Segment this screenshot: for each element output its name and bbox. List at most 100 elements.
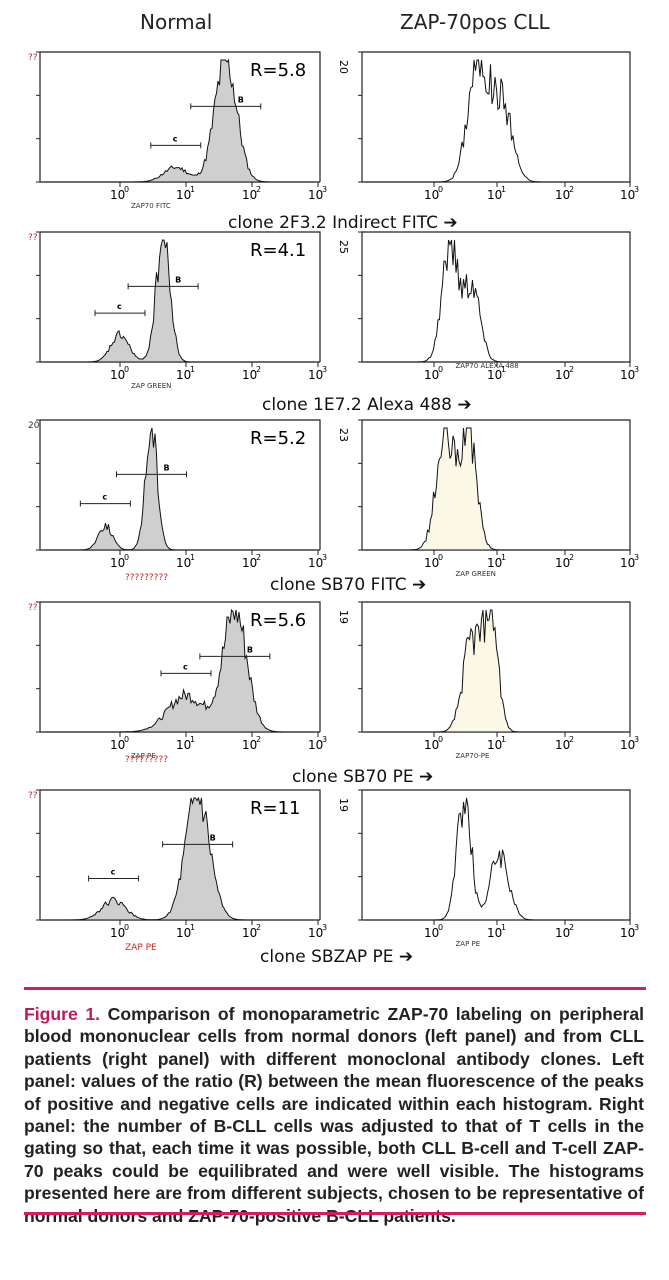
left-x-tick-exp: 2: [256, 365, 261, 374]
right-x-tick-label: 10: [487, 926, 502, 940]
left-x-tick-label: 10: [110, 368, 125, 382]
left-x-tick-label: 10: [176, 738, 191, 752]
clone-label: clone SBZAP PE ➔: [260, 947, 413, 967]
left-x-tick-label: 10: [308, 368, 323, 382]
column-header-normal: Normal: [140, 10, 213, 34]
left-x-tick-exp: 1: [190, 553, 195, 562]
right-x-tick-exp: 1: [501, 735, 506, 744]
right-x-tick-exp: 0: [438, 735, 443, 744]
left-x-tick-exp: 3: [322, 553, 327, 562]
left-x-tick-label: 10: [308, 926, 323, 940]
left-x-tick-exp: 2: [256, 735, 261, 744]
left-corner-label: ??: [28, 53, 38, 63]
left-x-tick-exp: 2: [256, 553, 261, 562]
gate-c-label: c: [102, 493, 107, 502]
left-x-tick-label: 10: [242, 738, 257, 752]
right-x-tick-label: 10: [620, 926, 635, 940]
left-x-tick-label: 10: [110, 738, 125, 752]
left-x-tick-exp: 0: [124, 923, 129, 932]
right-axis-label: ZAP PE: [456, 940, 481, 948]
right-x-tick-label: 10: [424, 556, 439, 570]
right-x-tick-exp: 0: [438, 185, 443, 194]
right-ymax-label: 19: [337, 798, 350, 812]
right-x-tick-label: 10: [620, 368, 635, 382]
left-x-tick-exp: 0: [124, 365, 129, 374]
clone-label: clone SB70 PE ➔: [292, 767, 433, 787]
right-x-tick-exp: 2: [569, 365, 574, 374]
ratio-label: R=4.1: [250, 240, 306, 261]
right-x-tick-label: 10: [487, 368, 502, 382]
left-x-tick-exp: 0: [124, 735, 129, 744]
right-axis-label: ZAP70-PE: [456, 752, 490, 760]
left-axis-red-label: ?????????: [125, 573, 168, 583]
gate-b-label: B: [210, 833, 216, 842]
left-x-tick-label: 10: [176, 926, 191, 940]
left-x-tick-label: 10: [110, 188, 125, 202]
left-x-tick-exp: 3: [322, 365, 327, 374]
right-x-tick-exp: 2: [569, 553, 574, 562]
gate-b-label: B: [175, 275, 181, 284]
left-corner-label: 20: [28, 421, 40, 431]
left-histogram: [44, 239, 314, 363]
right-x-tick-exp: 3: [634, 185, 639, 194]
left-corner-label: ??: [28, 603, 38, 613]
right-axis-label: ZAP GREEN: [456, 570, 496, 578]
right-histogram: [366, 609, 624, 733]
left-x-tick-label: 10: [176, 188, 191, 202]
left-x-tick-exp: 3: [322, 735, 327, 744]
column-header-cll: ZAP-70pos CLL: [400, 10, 550, 34]
right-x-tick-exp: 2: [569, 735, 574, 744]
left-x-tick-exp: 1: [190, 923, 195, 932]
right-ymax-label: 20: [337, 60, 350, 74]
right-x-tick-label: 10: [424, 188, 439, 202]
right-histogram: [366, 427, 624, 551]
gate-b-label: B: [163, 463, 169, 472]
left-histogram: [44, 608, 314, 733]
right-x-tick-exp: 3: [634, 365, 639, 374]
ratio-label: R=5.8: [250, 60, 306, 81]
right-x-tick-label: 10: [555, 368, 570, 382]
left-x-tick-label: 10: [242, 188, 257, 202]
left-x-tick-exp: 1: [190, 735, 195, 744]
left-axis-label: ZAP PE: [131, 752, 156, 760]
right-x-tick-label: 10: [424, 738, 439, 752]
left-x-tick-label: 10: [308, 556, 323, 570]
right-x-tick-label: 10: [555, 738, 570, 752]
caption-text: Comparison of monoparametric ZAP-70 labe…: [24, 1004, 645, 1226]
left-x-tick-label: 10: [308, 738, 323, 752]
left-corner-label: ??: [28, 791, 38, 801]
left-axis-red-label: ZAP PE: [125, 943, 157, 953]
ratio-label: R=5.6: [250, 610, 306, 631]
right-x-tick-exp: 1: [501, 365, 506, 374]
left-x-tick-label: 10: [242, 556, 257, 570]
right-x-tick-exp: 2: [569, 185, 574, 194]
right-x-tick-label: 10: [487, 188, 502, 202]
right-x-tick-exp: 3: [634, 923, 639, 932]
caption-top-rule: [24, 987, 646, 990]
left-x-tick-exp: 0: [124, 553, 129, 562]
left-axis-red-label: ?????????: [125, 755, 168, 765]
right-x-tick-exp: 0: [438, 923, 443, 932]
right-x-tick-exp: 2: [569, 923, 574, 932]
right-x-tick-label: 10: [555, 188, 570, 202]
right-x-tick-exp: 1: [501, 923, 506, 932]
left-x-tick-exp: 0: [124, 185, 129, 194]
gate-c-label: c: [183, 662, 188, 671]
left-x-tick-exp: 1: [190, 185, 195, 194]
left-histogram: [44, 427, 314, 551]
left-x-tick-label: 10: [176, 556, 191, 570]
right-x-tick-exp: 3: [634, 553, 639, 562]
left-axis-label: ZAP GREEN: [131, 382, 171, 390]
caption-bottom-rule: [24, 1212, 646, 1215]
ratio-label: R=5.2: [250, 428, 306, 449]
right-x-tick-exp: 0: [438, 553, 443, 562]
left-x-tick-label: 10: [242, 368, 257, 382]
right-plot-frame: [361, 231, 631, 363]
right-x-tick-label: 10: [487, 556, 502, 570]
right-x-tick-label: 10: [620, 188, 635, 202]
left-histogram: [44, 796, 314, 921]
right-plot-frame: [361, 789, 631, 921]
figure-caption: Figure 1. Comparison of monoparametric Z…: [24, 1003, 644, 1227]
right-ymax-label: 25: [337, 240, 350, 254]
left-x-tick-exp: 3: [322, 923, 327, 932]
